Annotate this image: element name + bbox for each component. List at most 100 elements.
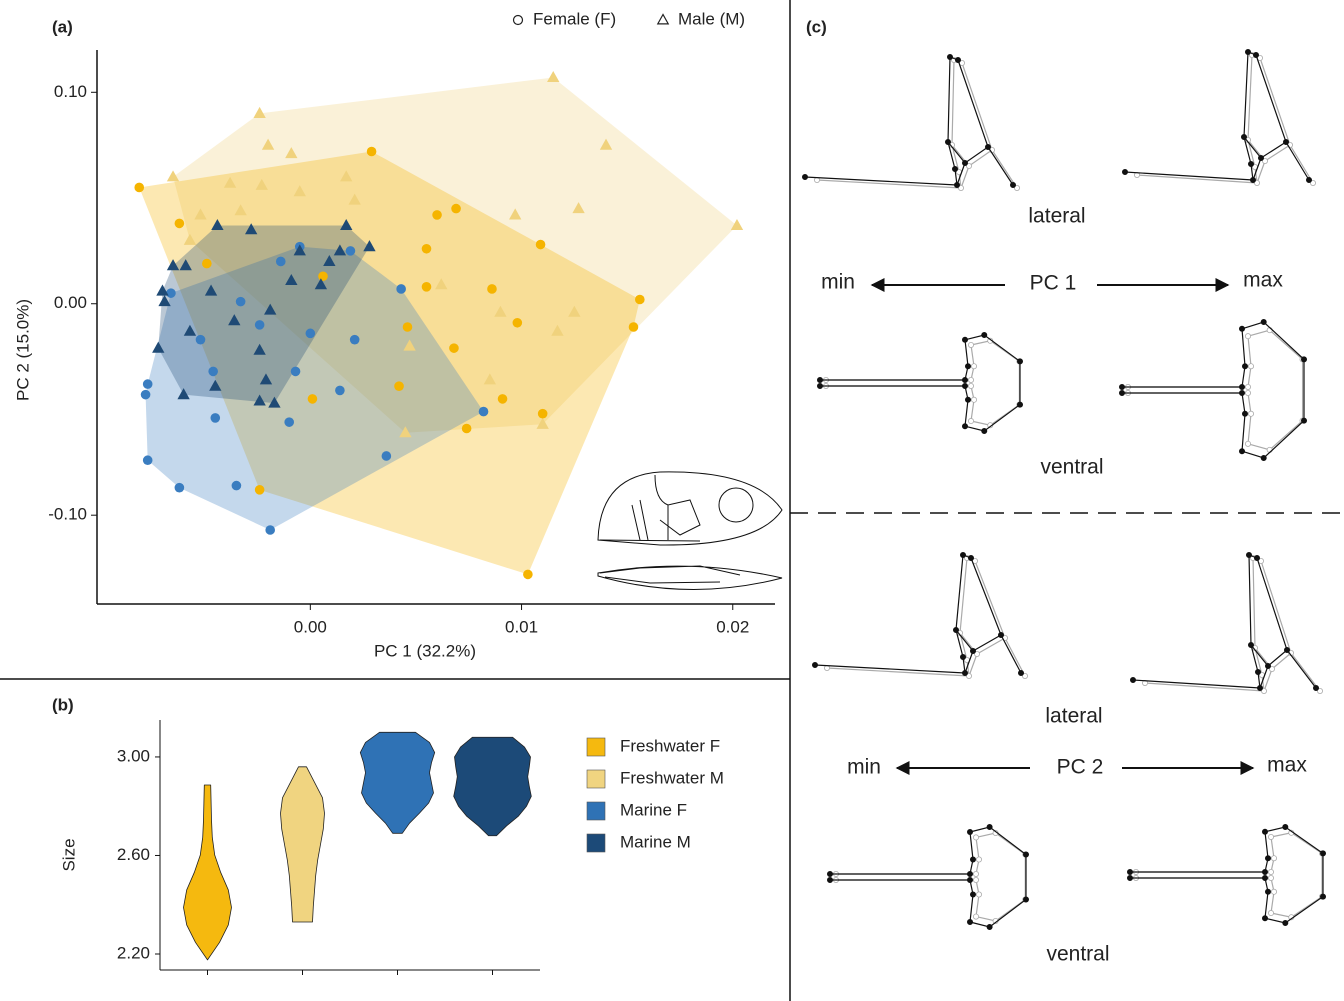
landmark (1265, 856, 1270, 861)
point (422, 282, 432, 292)
point (462, 424, 472, 434)
point (396, 284, 406, 294)
landmark (1301, 357, 1306, 362)
landmark (817, 383, 822, 388)
landmark (962, 383, 967, 388)
point (451, 204, 461, 214)
landmark (1017, 402, 1022, 407)
point (346, 246, 356, 256)
landmark (968, 383, 973, 388)
landmark (1255, 669, 1260, 674)
y-tick-label: -0.10 (48, 505, 87, 524)
wireframe (971, 345, 974, 380)
wireframe (1271, 878, 1274, 913)
y-tick-label: 2.60 (117, 845, 150, 864)
landmark (947, 54, 952, 59)
wireframe (971, 341, 1019, 425)
landmark (968, 555, 973, 560)
landmark (965, 364, 970, 369)
wireframe (1271, 837, 1274, 872)
landmark (1245, 334, 1250, 339)
point (498, 394, 508, 404)
point (202, 259, 212, 269)
point (208, 367, 218, 377)
wireframe (1242, 322, 1304, 458)
wireframe (976, 880, 979, 917)
landmark (1258, 155, 1263, 160)
x-tick-label: 0.00 (294, 617, 327, 636)
y-axis-label: Size (59, 838, 78, 871)
wireframe (971, 386, 974, 421)
point (265, 525, 275, 535)
landmark (1265, 663, 1270, 668)
point (523, 570, 533, 580)
landmark (1119, 390, 1124, 395)
legend-label: Marine F (620, 800, 687, 819)
legend-label: Female (F) (533, 9, 616, 28)
landmark (1241, 134, 1246, 139)
violin (360, 732, 434, 833)
landmark (1010, 182, 1015, 187)
landmark (1283, 824, 1288, 829)
point (367, 147, 377, 157)
landmark (817, 377, 822, 382)
landmark (1262, 829, 1267, 834)
landmark (965, 397, 970, 402)
landmark (1271, 856, 1276, 861)
landmark (982, 332, 987, 337)
wireframe (1260, 58, 1313, 183)
point (422, 244, 432, 254)
landmark (1239, 326, 1244, 331)
landmark (962, 160, 967, 165)
point (232, 481, 242, 491)
landmark (970, 857, 975, 862)
wireframe (1271, 833, 1322, 917)
landmark (1122, 169, 1127, 174)
legend-label: Male (M) (678, 9, 745, 28)
pc-label: PC 1 (1030, 272, 1077, 295)
legend-label: Freshwater M (620, 768, 724, 787)
min-label: min (821, 271, 855, 294)
legend-symbol (514, 16, 523, 25)
landmark (952, 166, 957, 171)
landmark (967, 871, 972, 876)
wireframe (1265, 827, 1323, 923)
y-tick-label: 0.00 (54, 293, 87, 312)
landmark (968, 342, 973, 347)
landmark (976, 892, 981, 897)
landmark (1261, 455, 1266, 460)
point (536, 240, 546, 250)
landmark (827, 877, 832, 882)
landmark (1248, 364, 1253, 369)
landmark (1265, 889, 1270, 894)
point (175, 219, 185, 229)
legend-symbol (658, 15, 668, 24)
legend-label: Marine M (620, 832, 691, 851)
point (141, 390, 151, 400)
max-label: max (1267, 754, 1307, 777)
point (210, 413, 220, 423)
landmark (1242, 364, 1247, 369)
point (255, 485, 265, 495)
landmark (973, 871, 978, 876)
legend-swatch (587, 738, 605, 756)
violin (184, 785, 232, 960)
landmark (1245, 441, 1250, 446)
wireframe (1248, 393, 1251, 444)
point (143, 379, 153, 389)
landmark (973, 877, 978, 882)
point (318, 271, 328, 281)
legend-swatch (587, 834, 605, 852)
landmark (1239, 384, 1244, 389)
point (403, 322, 413, 332)
landmark (827, 871, 832, 876)
wireframe (970, 880, 973, 922)
legend-swatch (587, 770, 605, 788)
point (449, 343, 459, 353)
landmark (1254, 555, 1259, 560)
landmark (1262, 916, 1267, 921)
y-tick-label: 0.10 (54, 82, 87, 101)
wireframe (1248, 330, 1303, 450)
wireframe (1248, 336, 1251, 387)
landmark (954, 182, 959, 187)
